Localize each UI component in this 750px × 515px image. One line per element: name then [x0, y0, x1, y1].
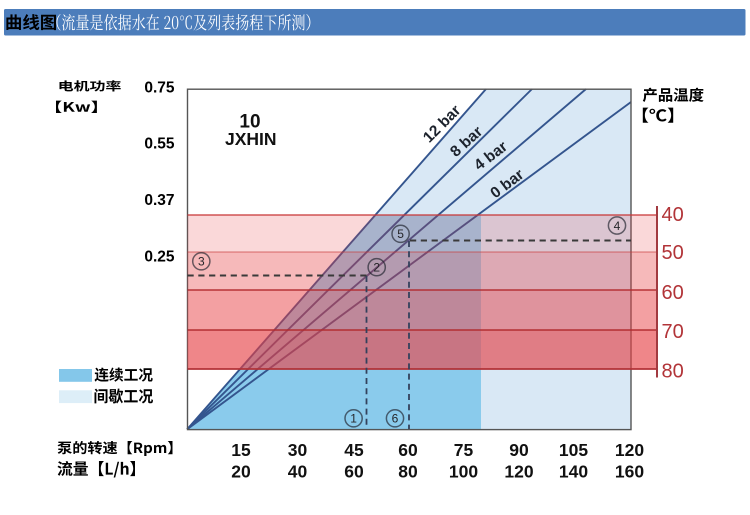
svg-text:60: 60: [398, 440, 418, 460]
svg-text:75: 75: [454, 440, 474, 460]
svg-text:1: 1: [350, 412, 357, 426]
svg-text:120: 120: [504, 462, 533, 482]
svg-text:5: 5: [397, 227, 404, 241]
svg-text:15: 15: [231, 440, 251, 460]
svg-text:160: 160: [615, 462, 644, 482]
svg-text:50: 50: [662, 242, 684, 264]
svg-text:90: 90: [509, 440, 529, 460]
svg-text:0.37: 0.37: [144, 192, 174, 209]
svg-text:JXHIN: JXHIN: [225, 129, 277, 149]
svg-text:40: 40: [662, 204, 684, 226]
svg-text:3: 3: [198, 255, 205, 269]
svg-text:60: 60: [662, 282, 684, 304]
svg-text:80: 80: [398, 462, 418, 482]
svg-text:40: 40: [288, 462, 308, 482]
svg-text:10: 10: [239, 112, 260, 133]
svg-text:100: 100: [449, 462, 478, 482]
svg-text:0.25: 0.25: [144, 248, 175, 265]
svg-text:20: 20: [231, 462, 251, 482]
svg-text:70: 70: [662, 321, 684, 343]
svg-text:6: 6: [392, 412, 399, 426]
svg-text:45: 45: [344, 440, 364, 460]
svg-text:30: 30: [288, 440, 308, 460]
svg-text:0.75: 0.75: [144, 80, 175, 97]
svg-text:120: 120: [615, 440, 644, 460]
svg-text:60: 60: [344, 462, 364, 482]
svg-text:4: 4: [614, 219, 621, 233]
svg-text:80: 80: [662, 361, 684, 383]
svg-text:2: 2: [373, 261, 380, 275]
svg-text:105: 105: [559, 440, 588, 460]
svg-text:140: 140: [559, 462, 588, 482]
svg-text:0.55: 0.55: [144, 136, 175, 153]
